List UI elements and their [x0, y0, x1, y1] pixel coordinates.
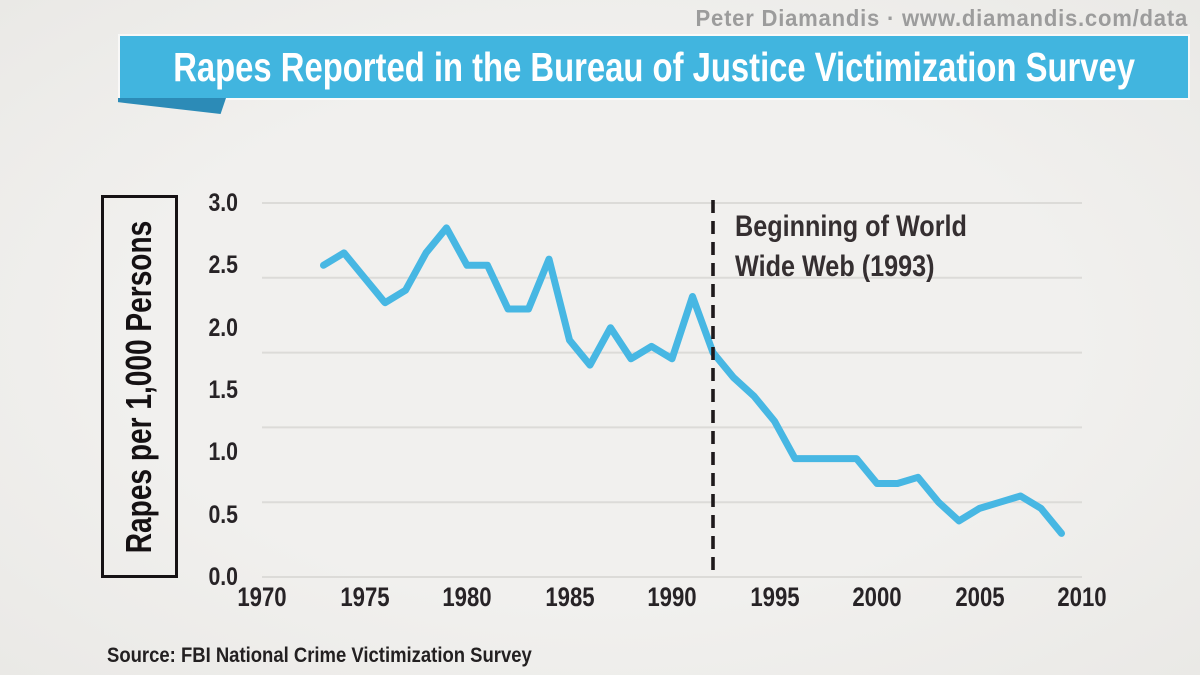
- x-tick-label: 2000: [852, 582, 902, 612]
- author-attribution: Peter Diamandis · www.diamandis.com/data: [695, 5, 1188, 31]
- annotation-line-2: Wide Web (1993): [735, 250, 935, 283]
- y-tick-label: 1.5: [208, 376, 238, 404]
- y-tick-label: 0.0: [208, 563, 238, 591]
- x-tick-label: 1980: [442, 582, 492, 612]
- y-axis-label-box: Rapes per 1,000 Persons: [101, 195, 178, 578]
- y-tick-label: 1.0: [208, 438, 238, 467]
- data-series-line: [320, 224, 1065, 537]
- y-tick-label: 2.5: [208, 251, 238, 280]
- x-tick-label: 1990: [647, 582, 697, 612]
- x-tick-label: 1970: [237, 582, 287, 612]
- chart-title: Rapes Reported in the Bureau of Justice …: [173, 43, 1135, 90]
- x-tick-label: 1985: [544, 582, 595, 612]
- x-tick-label: 1995: [749, 582, 800, 612]
- y-tick-label: 2.0: [208, 313, 238, 342]
- x-tick-label: 2010: [1057, 582, 1107, 612]
- annotation-line-1: Beginning of World: [735, 210, 967, 243]
- source-note: Source: FBI National Crime Victimization…: [107, 644, 532, 667]
- y-tick-label: 3.0: [208, 189, 238, 217]
- y-tick-label: 0.5: [208, 500, 238, 529]
- www-annotation: Beginning of World Wide Web (1993): [735, 207, 967, 287]
- x-tick-label: 2005: [954, 582, 1005, 612]
- x-tick-label: 1975: [339, 582, 390, 612]
- title-banner: Rapes Reported in the Bureau of Justice …: [118, 34, 1190, 100]
